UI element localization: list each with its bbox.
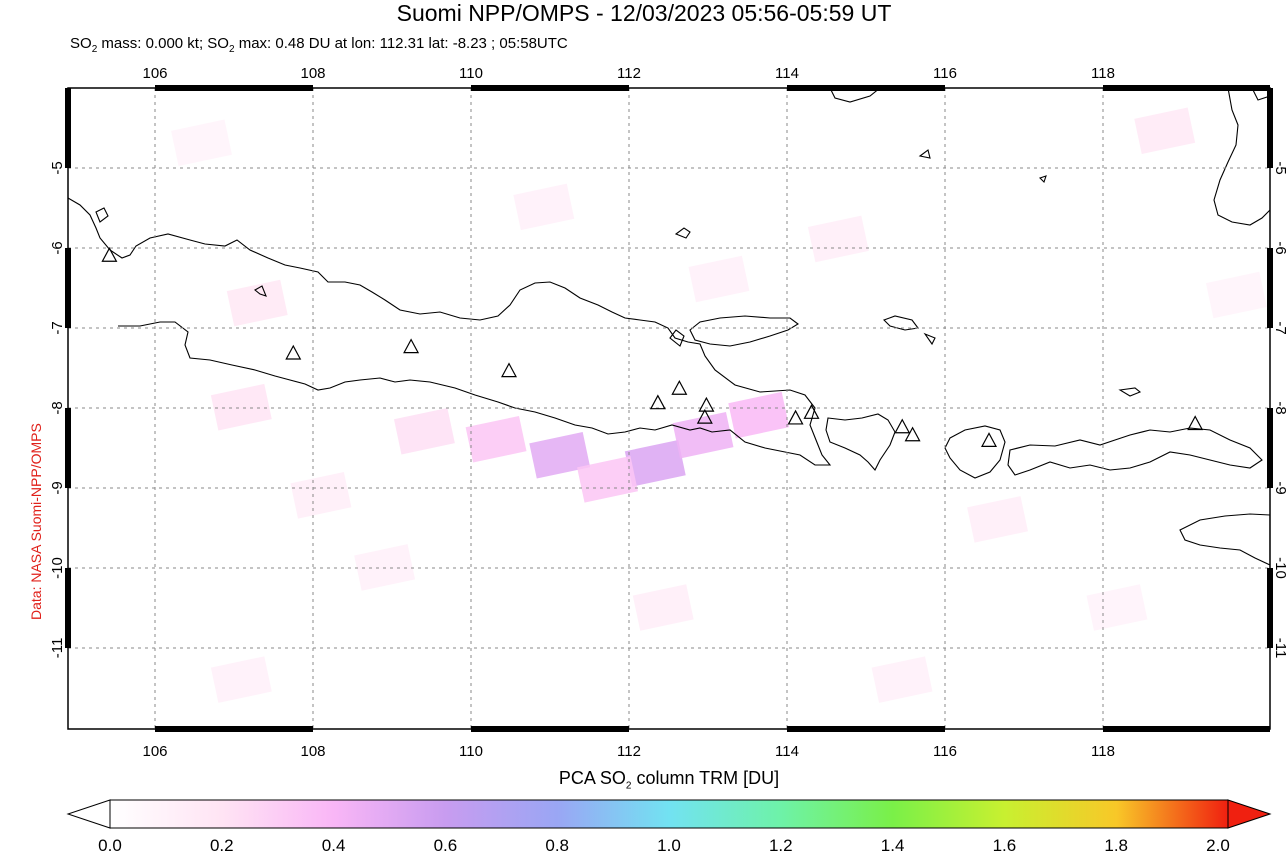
so2-cell — [577, 456, 638, 503]
lat-tick-label: -6 — [1272, 241, 1288, 254]
colorbar-tick-label: 2.0 — [1206, 836, 1230, 855]
volcano-triangle-icon — [904, 426, 921, 442]
so2-cell — [210, 383, 272, 431]
colorbar — [66, 799, 1272, 829]
volcano-triangle-icon — [671, 380, 688, 395]
lon-tick-label: 110 — [459, 743, 483, 760]
lon-tick-label: 114 — [775, 65, 799, 82]
colorbar-tick-label: 1.4 — [880, 836, 905, 855]
lat-tick-label: -8 — [49, 401, 66, 414]
graticule — [68, 88, 1270, 729]
so2-cell — [393, 407, 455, 455]
so2-retrieval-cells — [171, 107, 1267, 703]
colorbar-under-arrow — [66, 799, 111, 829]
lon-tick-label: 106 — [142, 743, 167, 760]
lon-labels-bottom: 106 108 110 112 114 116 118 — [142, 743, 1114, 760]
colorbar-tick-label: 1.2 — [768, 836, 793, 855]
so2-cell — [465, 415, 527, 463]
so2-cell — [728, 391, 790, 439]
lat-tick-label: -9 — [49, 481, 66, 494]
volcano-triangle-icon — [1187, 415, 1204, 431]
so2-cell — [529, 431, 591, 479]
colorbar-tick-label: 0.6 — [433, 836, 458, 855]
lon-tick-label: 116 — [933, 743, 957, 760]
lat-tick-label: -6 — [49, 241, 66, 254]
lon-tick-label: 112 — [617, 65, 641, 82]
coastlines — [68, 88, 1270, 566]
lon-tick-label: 114 — [775, 743, 799, 760]
colorbar-tick-label: 1.8 — [1104, 836, 1129, 855]
lon-tick-label: 110 — [459, 65, 483, 82]
volcano-triangle-icon — [803, 404, 820, 419]
lon-tick-label: 106 — [142, 65, 167, 82]
colorbar-tick-label: 1.6 — [992, 836, 1017, 855]
so2-cell — [967, 496, 1028, 543]
volcano-triangle-icon — [649, 394, 666, 410]
colorbar-tick-label: 1.0 — [657, 836, 681, 855]
lat-labels-right: -5 -6 -7 -8 -9 -10 -11 — [1272, 161, 1288, 658]
lon-tick-label: 116 — [933, 65, 957, 82]
lat-tick-label: -9 — [1272, 481, 1288, 494]
lat-tick-label: -7 — [49, 321, 66, 334]
colorbar-title: PCA SO2 column TRM [DU] — [558, 768, 780, 792]
colorbar-tick-label: 0.0 — [98, 836, 122, 855]
so2-cell — [513, 183, 575, 231]
so2-cell — [807, 215, 869, 263]
volcano-triangle-icon — [787, 409, 804, 425]
lon-tick-label: 112 — [617, 743, 641, 760]
so2-cell — [354, 544, 416, 591]
lon-tick-label: 118 — [1091, 743, 1115, 760]
lon-tick-label: 108 — [300, 65, 325, 82]
so2-cell — [688, 255, 750, 303]
lon-tick-label: 108 — [300, 743, 325, 760]
volcano-markers — [101, 246, 1204, 447]
map-area — [68, 88, 1270, 729]
so2-cell — [632, 584, 694, 631]
plot-title: Suomi NPP/OMPS - 12/03/2023 05:56-05:59 … — [396, 0, 892, 26]
volcano-triangle-icon — [285, 344, 302, 360]
so2-cell — [210, 656, 272, 703]
lon-labels-top: 106 108 110 112 114 116 118 — [142, 65, 1114, 82]
lat-tick-label: -8 — [1272, 401, 1288, 414]
lat-tick-label: -10 — [1272, 557, 1288, 579]
colorbar-over-arrow — [1227, 799, 1272, 829]
so2-cell — [226, 279, 288, 327]
lat-tick-label: -11 — [49, 638, 66, 659]
colorbar-tick-label: 0.2 — [209, 836, 234, 855]
so2-cell — [1086, 584, 1148, 631]
volcano-triangle-icon — [980, 432, 998, 447]
lat-tick-label: -11 — [1272, 638, 1288, 659]
volcano-triangle-icon — [698, 396, 715, 412]
lat-tick-label: -10 — [49, 557, 66, 579]
so2-cell — [171, 119, 232, 167]
volcano-triangle-icon — [101, 246, 118, 262]
colorbar-tick-label: 0.8 — [545, 836, 570, 855]
lat-labels-left: -5 -6 -7 -8 -9 -10 -11 — [49, 161, 66, 658]
volcano-triangle-icon — [696, 408, 713, 424]
so2-cell — [672, 411, 734, 459]
so2-cell — [290, 472, 352, 519]
lon-tick-label: 118 — [1091, 65, 1115, 82]
so2-cell — [871, 656, 933, 703]
so2-cell — [1205, 271, 1267, 319]
map-frame — [65, 85, 1273, 732]
colorbar-tick-label: 0.4 — [321, 836, 346, 855]
so2-cell — [624, 439, 686, 487]
lat-tick-label: -5 — [49, 161, 66, 174]
volcano-triangle-icon — [500, 362, 518, 378]
volcano-triangle-icon — [403, 338, 420, 354]
lat-tick-label: -7 — [1272, 321, 1288, 334]
lat-tick-label: -5 — [1272, 161, 1288, 174]
plot-subtitle: SO2 mass: 0.000 kt; SO2 max: 0.48 DU at … — [70, 35, 568, 55]
volcano-triangle-icon — [894, 418, 911, 434]
so2-cell — [1134, 107, 1196, 155]
